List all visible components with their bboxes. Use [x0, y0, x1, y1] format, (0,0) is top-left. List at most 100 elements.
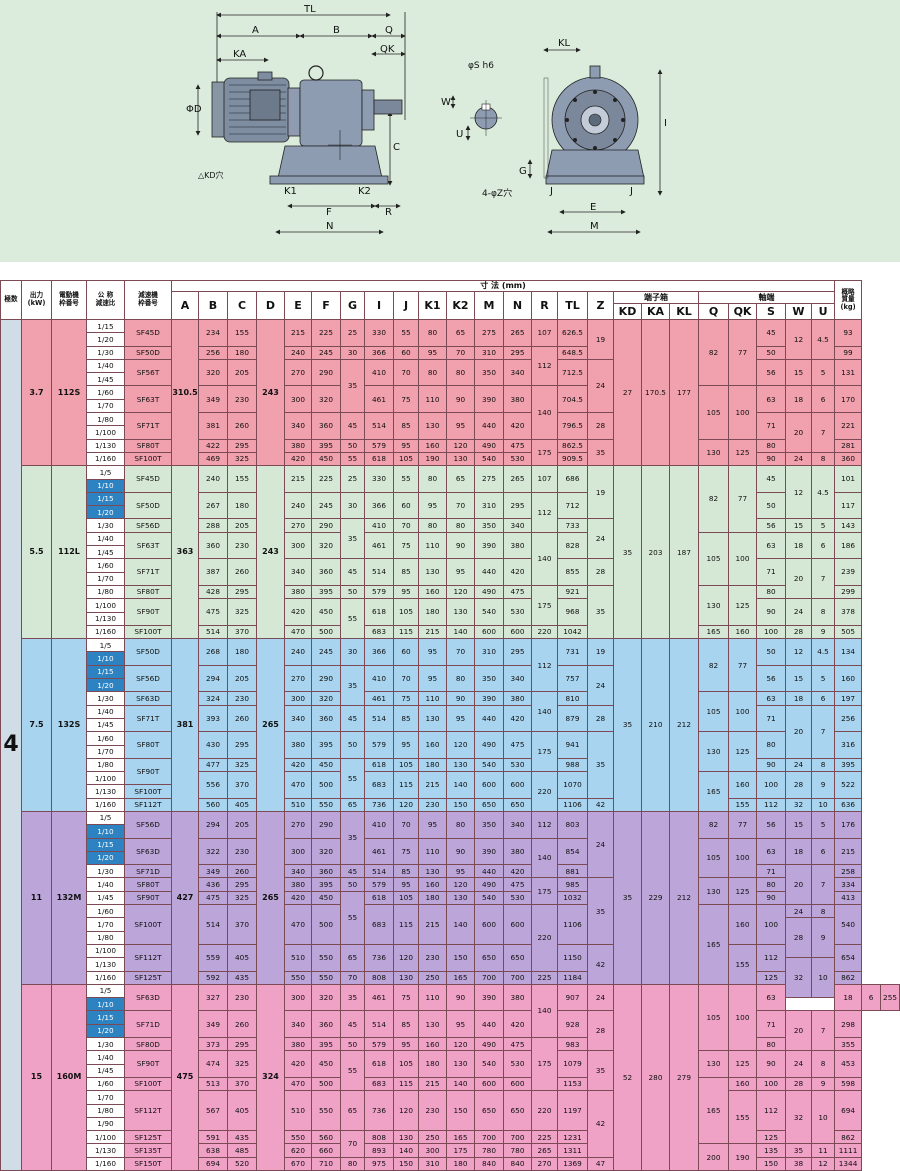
ratio-cell: 1/60 [86, 1076, 125, 1092]
ratio-cell: 1/60 [86, 558, 125, 573]
dimension-table: 極数 出力 (kW) 電動機 枠番号 公 称 減速比 減速機 枠番号 寸 法 (… [0, 280, 900, 1171]
cell-tl: 757 [557, 664, 588, 693]
cell-mass: 1111 [834, 1143, 863, 1158]
cell-w: 24 [785, 757, 812, 773]
cell-s: 80 [756, 731, 786, 759]
cell-qk: 160 [728, 771, 757, 799]
cell-i: 461 [364, 385, 394, 414]
cell-mass: 101 [834, 465, 863, 493]
cell-qk: 155 [728, 943, 757, 985]
table-body: 4 3.7 112S 1/15 SF45D 310.5 234 155 243 215 225 25 3… [0, 318, 900, 1171]
ratio-cell: 1/60 [86, 904, 125, 919]
ratio-cell: 1/30 [86, 345, 125, 360]
cell-b: 477 [198, 757, 228, 773]
header-col-kl: KL [669, 303, 699, 320]
cell-c: 230 [227, 531, 257, 560]
cell-j: 120 [393, 1090, 419, 1132]
cell-d: 265 [256, 638, 285, 812]
cell-s: 71 [756, 864, 786, 879]
cell-g: 65 [340, 943, 365, 972]
header-col-n: N [503, 291, 532, 320]
cell-k2: 65 [446, 465, 475, 493]
cell-c: 325 [227, 598, 257, 626]
cell-mass: 186 [834, 531, 863, 560]
cell-e: 215 [284, 465, 312, 493]
cell-i: 975 [364, 1156, 394, 1171]
cell-e: 215 [284, 319, 312, 347]
ratio-cell: 1/40 [86, 358, 125, 374]
cell-c: 205 [227, 810, 257, 839]
front-view [543, 65, 645, 185]
cell-j: 115 [393, 904, 419, 945]
cell-u: 5 [810, 664, 836, 693]
cell-k2: 90 [446, 983, 475, 1012]
cell-n: 475 [503, 877, 532, 892]
cell-c: 295 [227, 584, 257, 600]
cell-u: 4.5 [810, 638, 836, 666]
cell-f: 395 [311, 1037, 341, 1052]
cell-g: 35 [340, 810, 365, 866]
cell-tl: 928 [557, 1010, 588, 1039]
cell-w: 38 [785, 1156, 812, 1171]
table-row: 1/130 [1, 611, 900, 626]
cell-q: 105 [698, 385, 729, 440]
separator [0, 262, 900, 280]
cell-g: 30 [340, 491, 365, 520]
output-cell: 7.5 [21, 638, 52, 812]
cell-i: 514 [364, 412, 394, 440]
header-col-kd: KD [613, 303, 642, 320]
cell-g: 55 [340, 757, 365, 799]
cell-mass: 298 [834, 1010, 863, 1039]
cell-tl: 828 [557, 531, 588, 560]
cell-i: 579 [364, 877, 394, 892]
cell-reducers: SF71T [124, 704, 172, 733]
cell-g: 25 [340, 319, 365, 347]
cell-w: 28 [785, 771, 812, 799]
cell-f: 550 [311, 1090, 341, 1132]
header-col-i: I [364, 291, 394, 320]
table-row: 1/45 [1, 1063, 900, 1078]
cell-tl: 1231 [557, 1130, 588, 1145]
cell-m: 600 [474, 771, 504, 799]
cell-b: 349 [198, 385, 228, 414]
cell-f: 560 [311, 1130, 341, 1145]
cell-b: 469 [198, 451, 228, 467]
table-header-row-1: 極数 出力 (kW) 電動機 枠番号 公 称 減速比 減速機 枠番号 寸 法 (… [0, 280, 900, 320]
cell-reducers: SF50D [124, 491, 172, 520]
cell-s: 56 [756, 358, 786, 387]
ratio-cell: 1/30 [86, 864, 125, 879]
cell-e: 420 [284, 598, 312, 626]
cell-r: 175 [531, 1037, 558, 1092]
cell-c: 370 [227, 771, 257, 799]
cell-s: 90 [756, 757, 786, 773]
cell-u: 8 [810, 904, 836, 919]
cell-s: 45 [756, 319, 786, 347]
cell-j: 105 [393, 598, 419, 626]
cell-b: 360 [198, 531, 228, 560]
cell-tl: 712 [557, 491, 588, 520]
header-col-k2: K2 [446, 291, 475, 320]
cell-j: 150 [393, 1156, 419, 1171]
ratio-cell: 1/80 [86, 412, 125, 427]
cell-tl: 1032 [557, 890, 588, 906]
cell-f: 225 [311, 319, 341, 347]
header-col-a: A [171, 291, 199, 320]
cell-mass: 453 [834, 1050, 863, 1078]
cell-z: 35 [587, 877, 614, 945]
cell-k1: 160 [418, 584, 447, 600]
cell-k1: 180 [418, 890, 447, 906]
cell-n: 340 [503, 518, 532, 533]
cell-c: 295 [227, 731, 257, 759]
cell-w: 32 [785, 957, 812, 999]
cell-mass: 176 [834, 810, 863, 839]
cell-n: 420 [503, 412, 532, 440]
cell-q: 105 [698, 691, 729, 733]
cell-b: 381 [198, 412, 228, 440]
cell-u: 7 [810, 704, 836, 759]
header-ratio: 公 称 減速比 [86, 280, 125, 320]
cell-w: 15 [785, 810, 812, 839]
cell-k1: 215 [418, 904, 447, 945]
cell-q: 105 [698, 531, 729, 586]
cell-m: 490 [474, 1037, 504, 1052]
header-col-q: Q [698, 303, 729, 320]
